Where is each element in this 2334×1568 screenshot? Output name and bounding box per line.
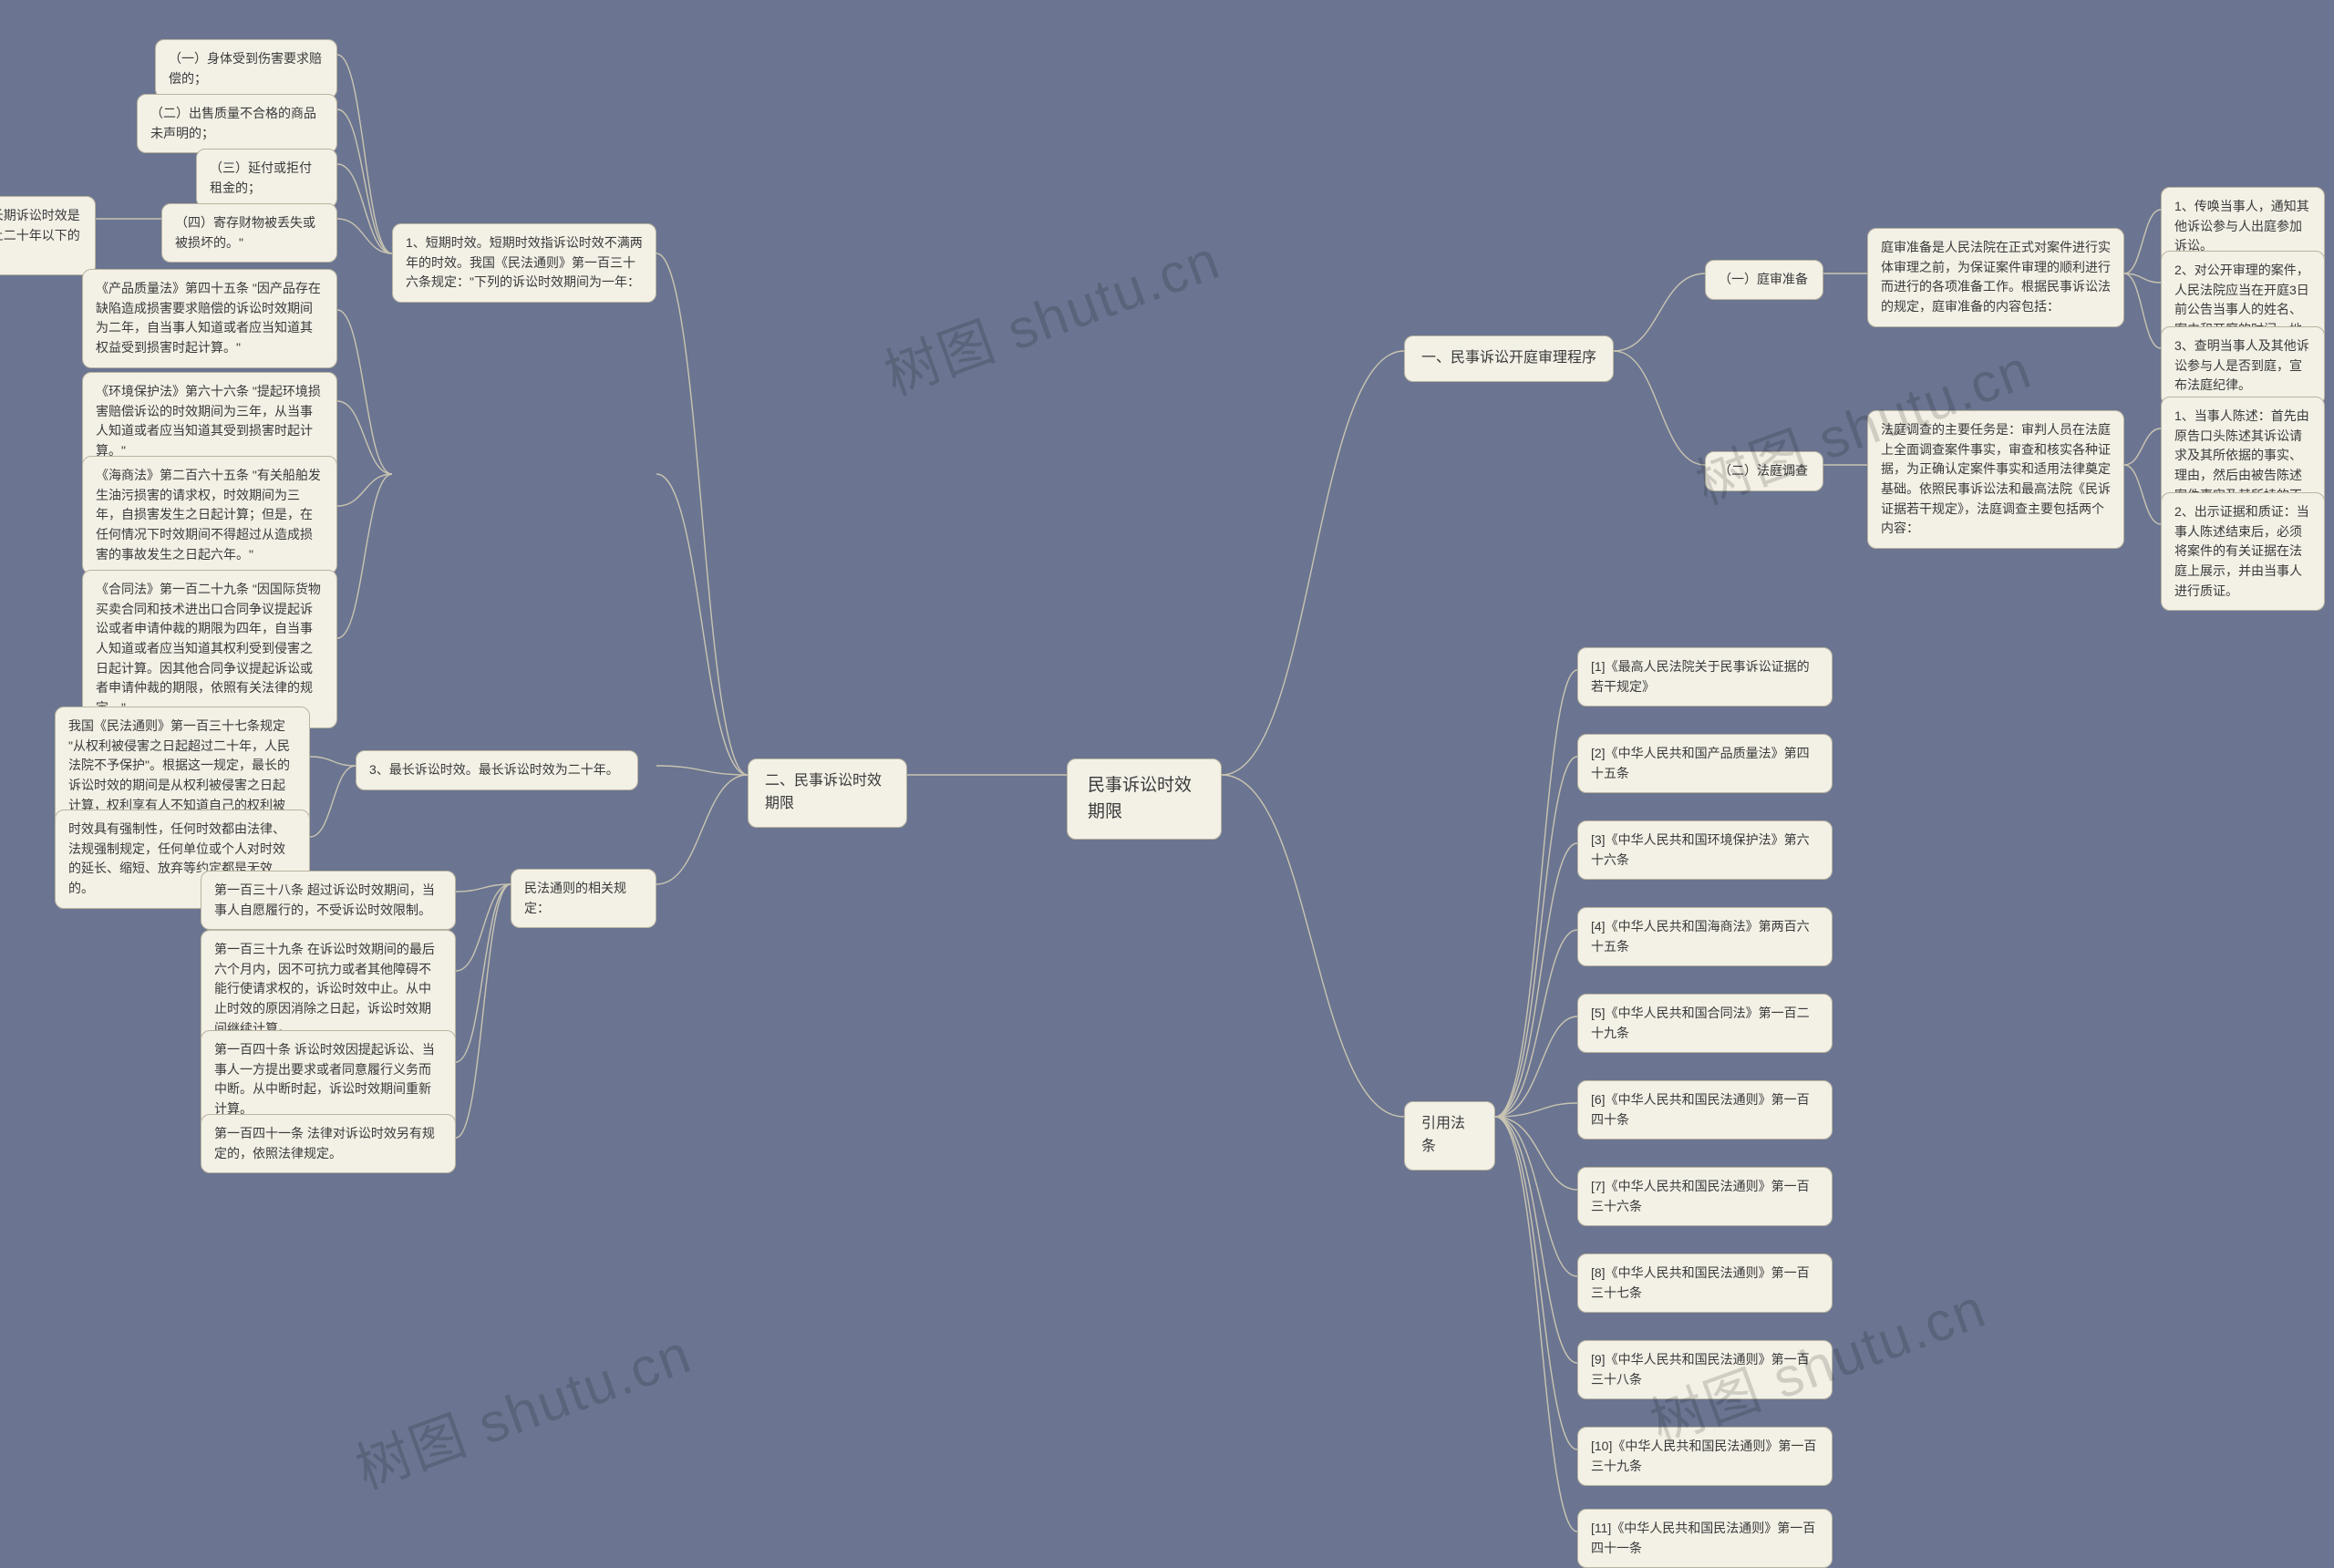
node-b1-1-label: （一）庭审准备 xyxy=(1719,270,1808,290)
node-b2-4-b-label: 第一百三十九条 在诉讼时效期间的最后六个月内，因不可抗力或者其他障碍不能行使请求… xyxy=(214,940,442,1038)
node-b2-1-4[interactable]: （四）寄存财物被丢失或被损坏的。" xyxy=(161,203,337,263)
node-b2-2-a[interactable]: 《产品质量法》第四十五条 "因产品存在缺陷造成损害要求赔偿的诉讼时效期间为二年，… xyxy=(82,269,337,368)
node-b2-2-d[interactable]: 《合同法》第一百二十九条 "因国际货物买卖合同和技术进出口合同争议提起诉讼或者申… xyxy=(82,570,337,728)
branch-3-label: 引用法条 xyxy=(1421,1113,1478,1159)
node-b3-9-label: [9]《中华人民共和国民法通则》第一百三十八条 xyxy=(1591,1350,1819,1389)
node-b3-4[interactable]: [4]《中华人民共和国海商法》第两百六十五条 xyxy=(1577,907,1833,966)
node-b1-1-3-label: 3、查明当事人及其他诉讼参与人是否到庭，宣布法庭纪律。 xyxy=(2174,336,2311,396)
node-b1-1-desc-label: 庭审准备是人民法院在正式对案件进行实体审理之前，为保证案件审理的顺利进行而进行的… xyxy=(1881,238,2111,317)
node-b3-9[interactable]: [9]《中华人民共和国民法通则》第一百三十八条 xyxy=(1577,1340,1833,1399)
node-b2-2-c[interactable]: 《海商法》第二百六十五条 "有关船舶发生油污损害的请求权，时效期间为三年，自损害… xyxy=(82,456,337,574)
node-b2-1-4-label: （四）寄存财物被丢失或被损坏的。" xyxy=(175,213,324,253)
node-b3-8-label: [8]《中华人民共和国民法通则》第一百三十七条 xyxy=(1591,1264,1819,1303)
branch-2[interactable]: 二、民事诉讼时效期限 xyxy=(748,758,907,828)
node-b2-1-2-label: （二）出售质量不合格的商品未声明的； xyxy=(150,104,324,143)
node-b3-8[interactable]: [8]《中华人民共和国民法通则》第一百三十七条 xyxy=(1577,1253,1833,1313)
node-b3-7-label: [7]《中华人民共和国民法通则》第一百三十六条 xyxy=(1591,1177,1819,1216)
branch-1[interactable]: 一、民事诉讼开庭审理程序 xyxy=(1404,335,1614,382)
node-b3-4-label: [4]《中华人民共和国海商法》第两百六十五条 xyxy=(1591,917,1819,956)
node-b2-3-label: 3、最长诉讼时效。最长诉讼时效为二十年。 xyxy=(369,760,619,780)
node-b2-3[interactable]: 3、最长诉讼时效。最长诉讼时效为二十年。 xyxy=(356,750,638,790)
node-b2-4[interactable]: 民法通则的相关规定： xyxy=(511,869,656,928)
root-label: 民事诉讼时效期限 xyxy=(1088,772,1201,826)
branch-2-label: 二、民事诉讼时效期限 xyxy=(765,770,890,816)
node-b1-2[interactable]: （二）法庭调查 xyxy=(1705,451,1823,491)
node-b2-1-label: 1、短期时效。短期时效指诉讼时效不满两年的时效。我国《民法通则》第一百三十六条规… xyxy=(406,233,643,293)
node-b3-3-label: [3]《中华人民共和国环境保护法》第六十六条 xyxy=(1591,830,1819,870)
branch-3[interactable]: 引用法条 xyxy=(1404,1101,1495,1171)
node-b3-10-label: [10]《中华人民共和国民法通则》第一百三十九条 xyxy=(1591,1437,1819,1476)
node-b1-2-label: （二）法庭调查 xyxy=(1719,461,1808,481)
node-b3-2-label: [2]《中华人民共和国产品质量法》第四十五条 xyxy=(1591,744,1819,783)
node-b3-2[interactable]: [2]《中华人民共和国产品质量法》第四十五条 xyxy=(1577,734,1833,793)
node-b2-1-1[interactable]: （一）身体受到伤害要求赔偿的； xyxy=(155,39,337,98)
watermark: 树图 shutu.cn xyxy=(873,216,1230,411)
node-b1-1[interactable]: （一）庭审准备 xyxy=(1705,260,1823,300)
node-b3-6-label: [6]《中华人民共和国民法通则》第一百四十条 xyxy=(1591,1090,1819,1130)
node-b3-6[interactable]: [6]《中华人民共和国民法通则》第一百四十条 xyxy=(1577,1080,1833,1140)
node-b1-1-3[interactable]: 3、查明当事人及其他诉讼参与人是否到庭，宣布法庭纪律。 xyxy=(2161,326,2325,406)
watermark: 树图 shutu.cn xyxy=(344,1310,701,1505)
node-b2-1-3-label: （三）延付或拒付租金的； xyxy=(210,159,324,198)
node-b2-4-c-label: 第一百四十条 诉讼时效因提起诉讼、当事人一方提出要求或者同意履行义务而中断。从中… xyxy=(214,1040,442,1119)
node-b1-2-2-label: 2、出示证据和质证：当事人陈述结束后，必须将案件的有关证据在法庭上展示，并由当事… xyxy=(2174,502,2311,601)
node-b3-1[interactable]: [1]《最高人民法院关于民事诉讼证据的若干规定》 xyxy=(1577,647,1833,707)
branch-1-label: 一、民事诉讼开庭审理程序 xyxy=(1421,347,1596,370)
node-b2-4-d-label: 第一百四十一条 法律对诉讼时效另有规定的，依照法律规定。 xyxy=(214,1124,442,1163)
node-b2-2-b-label: 《环境保护法》第六十六条 "提起环境损害赔偿诉讼的时效期间为三年，从当事人知道或… xyxy=(96,382,324,461)
node-b2-2-a-label: 《产品质量法》第四十五条 "因产品存在缺陷造成损害要求赔偿的诉讼时效期间为二年，… xyxy=(96,279,324,358)
node-b2-2[interactable]: 2、长期诉讼时效。长期诉讼时效是指诉讼时效在3年以上二十年以下的诉讼时效。 xyxy=(0,196,96,275)
node-b2-1[interactable]: 1、短期时效。短期时效指诉讼时效不满两年的时效。我国《民法通则》第一百三十六条规… xyxy=(392,223,656,303)
node-b3-1-label: [1]《最高人民法院关于民事诉讼证据的若干规定》 xyxy=(1591,657,1819,696)
node-b2-2-d-label: 《合同法》第一百二十九条 "因国际货物买卖合同和技术进出口合同争议提起诉讼或者申… xyxy=(96,580,324,718)
node-b2-4-d[interactable]: 第一百四十一条 法律对诉讼时效另有规定的，依照法律规定。 xyxy=(201,1114,456,1173)
node-b3-11-label: [11]《中华人民共和国民法通则》第一百四十一条 xyxy=(1591,1519,1819,1558)
node-b3-5[interactable]: [5]《中华人民共和国合同法》第一百二十九条 xyxy=(1577,994,1833,1053)
node-b3-3[interactable]: [3]《中华人民共和国环境保护法》第六十六条 xyxy=(1577,820,1833,880)
node-b1-2-2[interactable]: 2、出示证据和质证：当事人陈述结束后，必须将案件的有关证据在法庭上展示，并由当事… xyxy=(2161,492,2325,611)
node-b3-10[interactable]: [10]《中华人民共和国民法通则》第一百三十九条 xyxy=(1577,1427,1833,1486)
node-b3-5-label: [5]《中华人民共和国合同法》第一百二十九条 xyxy=(1591,1004,1819,1043)
node-b2-1-3[interactable]: （三）延付或拒付租金的； xyxy=(196,149,337,208)
node-b2-1-2[interactable]: （二）出售质量不合格的商品未声明的； xyxy=(137,94,337,153)
node-b3-11[interactable]: [11]《中华人民共和国民法通则》第一百四十一条 xyxy=(1577,1509,1833,1568)
node-b1-1-1-label: 1、传唤当事人，通知其他诉讼参与人出庭参加诉讼。 xyxy=(2174,197,2311,256)
root-node[interactable]: 民事诉讼时效期限 xyxy=(1067,758,1222,840)
node-b2-2-label: 2、长期诉讼时效。长期诉讼时效是指诉讼时效在3年以上二十年以下的诉讼时效。 xyxy=(0,206,82,265)
node-b2-4-label: 民法通则的相关规定： xyxy=(524,879,643,918)
node-b3-7[interactable]: [7]《中华人民共和国民法通则》第一百三十六条 xyxy=(1577,1167,1833,1226)
node-b1-2-desc-label: 法庭调查的主要任务是：审判人员在法庭上全面调查案件事实，审查和核实各种证据，为正… xyxy=(1881,420,2111,539)
node-b2-2-c-label: 《海商法》第二百六十五条 "有关船舶发生油污损害的请求权，时效期间为三年，自损害… xyxy=(96,466,324,564)
node-b1-2-desc[interactable]: 法庭调查的主要任务是：审判人员在法庭上全面调查案件事实，审查和核实各种证据，为正… xyxy=(1867,410,2124,549)
node-b2-4-a[interactable]: 第一百三十八条 超过诉讼时效期间，当事人自愿履行的，不受诉讼时效限制。 xyxy=(201,871,456,930)
node-b2-1-1-label: （一）身体受到伤害要求赔偿的； xyxy=(169,49,324,88)
node-b2-4-a-label: 第一百三十八条 超过诉讼时效期间，当事人自愿履行的，不受诉讼时效限制。 xyxy=(214,881,442,920)
node-b1-1-desc[interactable]: 庭审准备是人民法院在正式对案件进行实体审理之前，为保证案件审理的顺利进行而进行的… xyxy=(1867,228,2124,327)
